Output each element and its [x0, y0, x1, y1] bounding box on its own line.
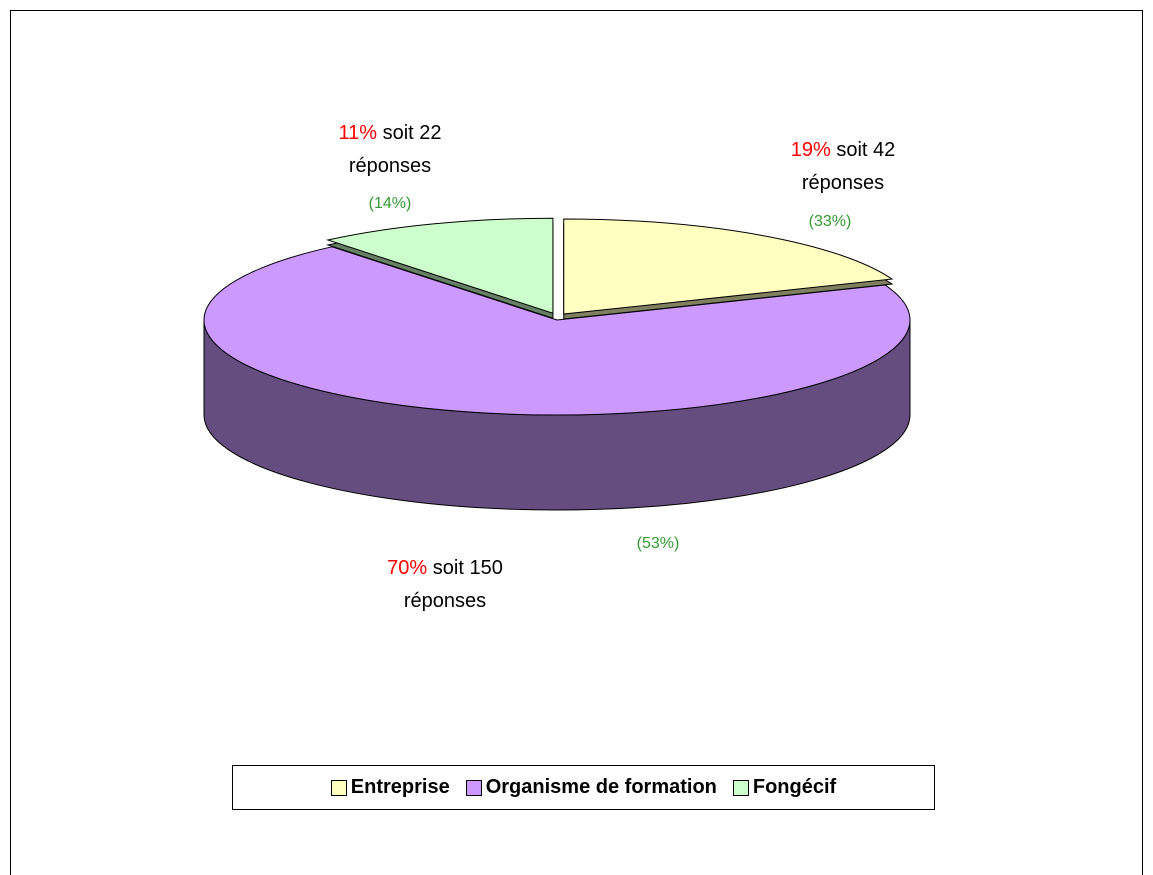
secondary-label: (33%) — [808, 213, 852, 230]
percent-label: 11% — [338, 122, 378, 144]
legend-label: Fongécif — [752, 776, 837, 798]
slice — [563, 218, 894, 315]
chart-border — [10, 10, 1143, 875]
legend-item: Fongécif — [732, 776, 837, 799]
legend-item: Organisme de formation — [465, 776, 717, 799]
slice — [326, 217, 554, 314]
percent-label: 70% — [387, 557, 428, 579]
legend-swatch — [330, 779, 347, 796]
data-label: 70% soit 150 réponses — [365, 552, 525, 618]
count-label: soit 150 réponses — [403, 557, 503, 612]
legend: Entreprise Organisme de formation Fongécif — [232, 765, 935, 810]
data-label: 11% soit 22 réponses — [310, 117, 470, 183]
count-label: soit 42 réponses — [801, 139, 896, 194]
legend-label: Organisme de formation — [485, 776, 717, 798]
legend-swatch — [465, 779, 482, 796]
secondary-label: (53%) — [636, 535, 680, 552]
data-label: 19% soit 42 réponses — [763, 134, 923, 200]
legend-item: Entreprise — [330, 776, 450, 799]
secondary-label: (14%) — [368, 195, 412, 212]
count-label: soit 22 réponses — [348, 122, 442, 177]
legend-label: Entreprise — [350, 776, 450, 798]
percent-label: 19% — [790, 139, 831, 161]
slice — [203, 246, 911, 416]
legend-swatch — [732, 779, 749, 796]
